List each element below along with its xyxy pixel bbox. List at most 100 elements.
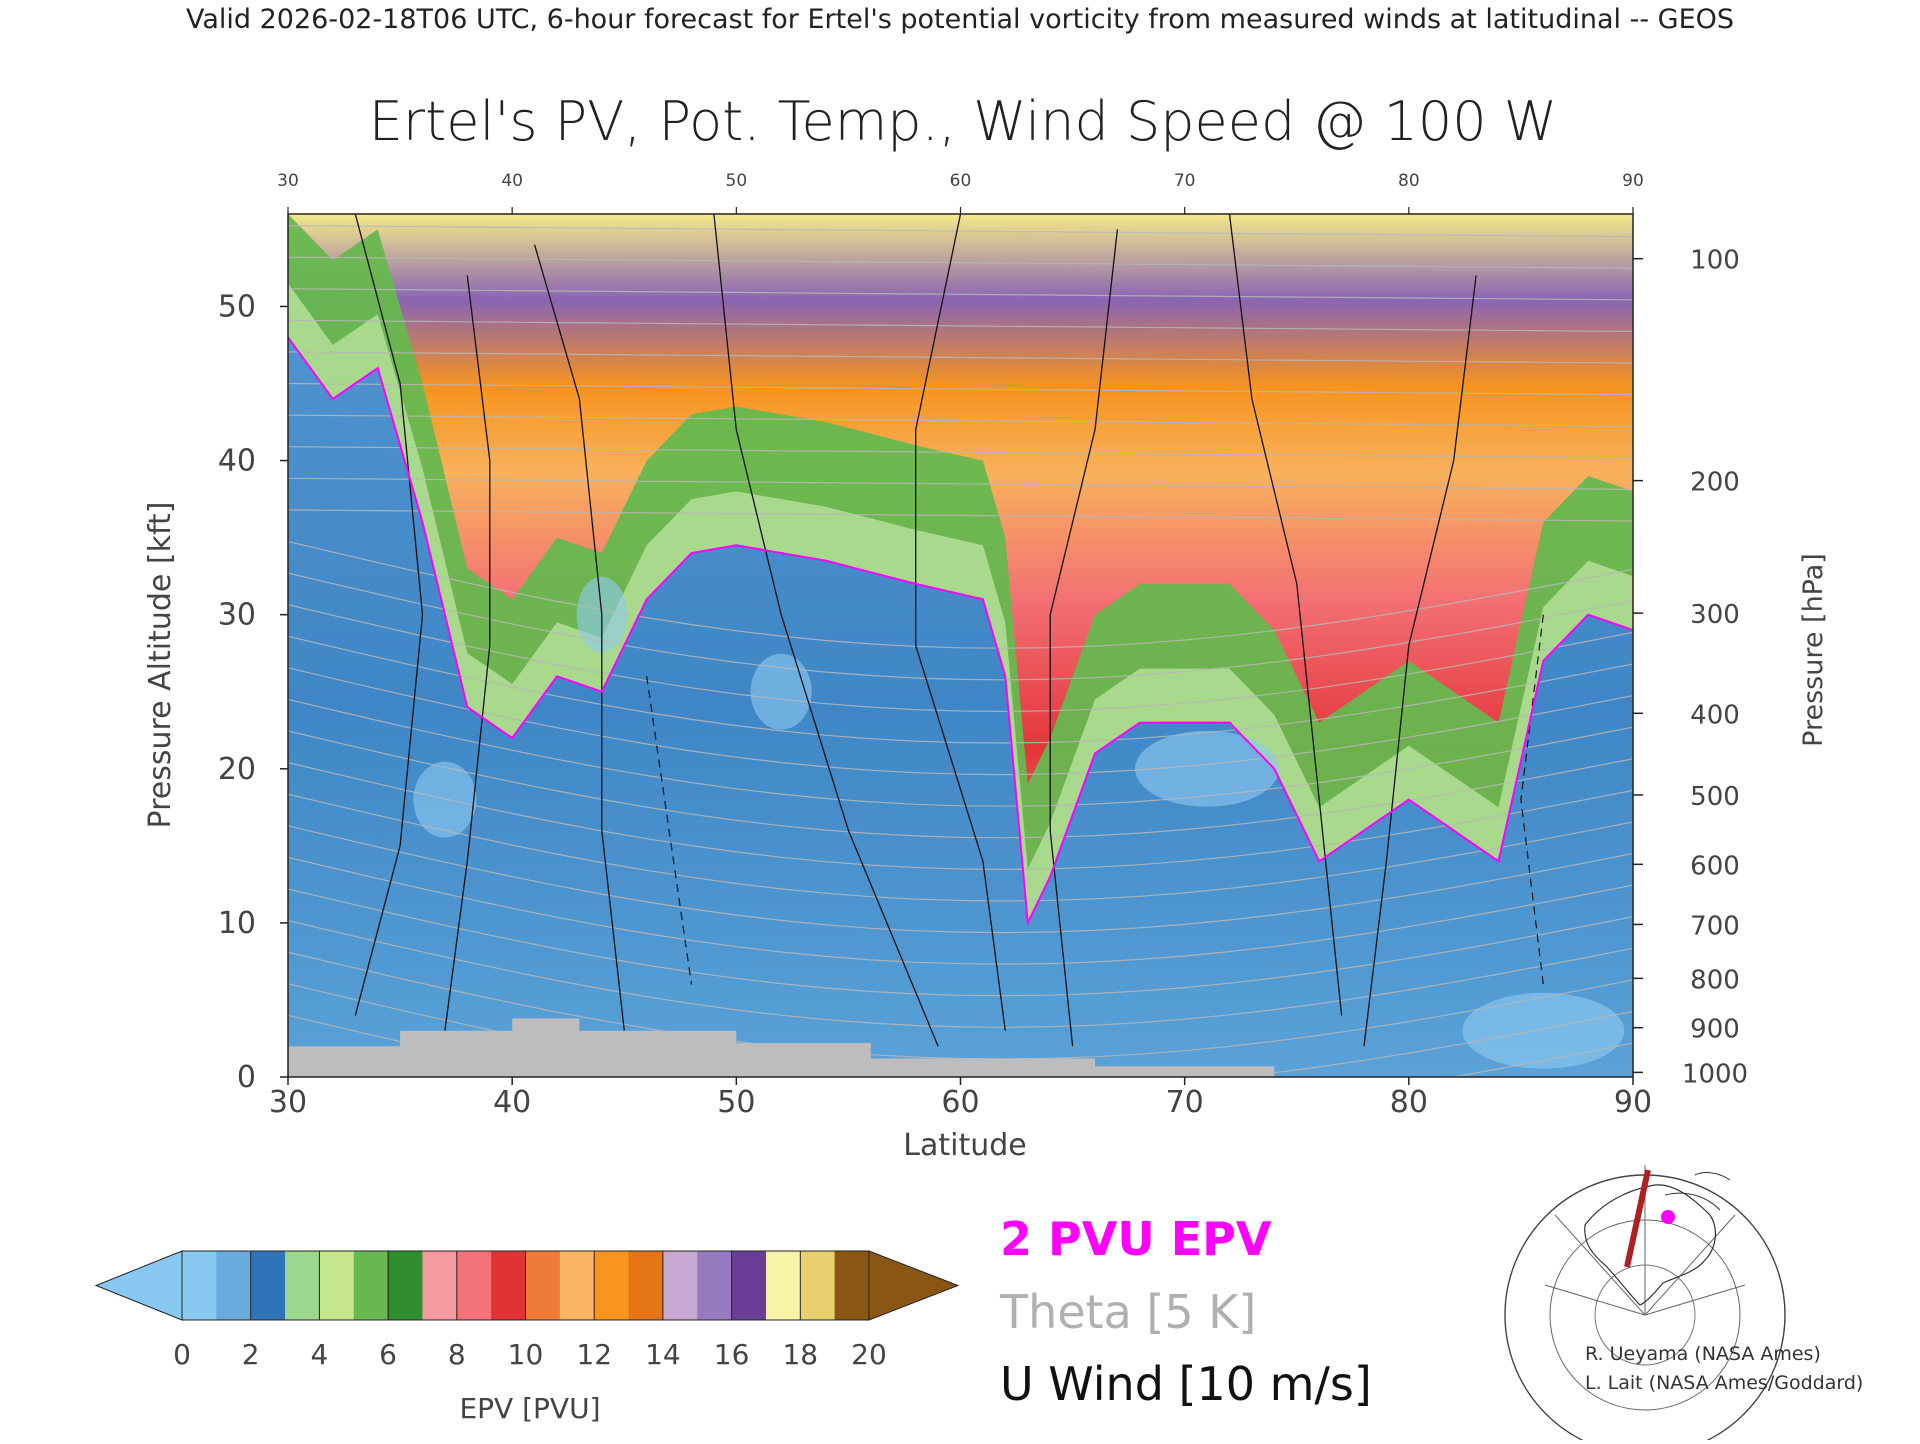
theta-contour (288, 446, 1633, 459)
x-top-tick-label: 90 (1622, 171, 1644, 191)
colorbar-swatch (491, 1251, 527, 1320)
pressure-tick-label: 400 (1690, 700, 1740, 730)
u-wind-contour-negative (1520, 614, 1544, 985)
theta-contour (288, 793, 1633, 902)
theta-contour (288, 920, 1633, 1028)
y-tick-label: 40 (218, 444, 256, 479)
terrain (288, 1018, 1633, 1077)
legend-item: U Wind [10 m/s] (1000, 1357, 1372, 1411)
colorbar-swatch (731, 1251, 767, 1320)
theta-contour (288, 477, 1633, 490)
y-tick-label: 10 (218, 906, 256, 941)
plot-area (288, 214, 1633, 1077)
epv-low-patch (1135, 730, 1280, 807)
pressure-tick-label: 300 (1690, 600, 1740, 630)
colorbar-swatch (697, 1251, 733, 1320)
pressure-tick-label: 900 (1690, 1015, 1740, 1045)
epv-low-patch (1462, 992, 1625, 1069)
locator-map (1504, 1155, 1786, 1444)
colorbar-tick-label: 16 (714, 1338, 750, 1371)
theta-contour (288, 382, 1633, 396)
x-tick-label: 70 (1166, 1085, 1204, 1120)
theta-contour (288, 635, 1633, 744)
axes: 3030404050506060707080809090010203040501… (218, 171, 1748, 1120)
theta-contour (288, 856, 1633, 965)
x-top-tick-label: 70 (1174, 171, 1196, 191)
x-tick-label: 60 (941, 1085, 979, 1120)
colorbar-swatch (834, 1251, 870, 1320)
colorbar-tick-label: 2 (242, 1338, 260, 1371)
pressure-tick-label: 200 (1690, 468, 1740, 498)
theta-contour (288, 319, 1633, 332)
credit-1: R. Ueyama (NASA Ames) (1585, 1343, 1821, 1365)
x-tick-label: 90 (1614, 1085, 1652, 1120)
theta-contour (288, 604, 1633, 713)
colorbar-swatch (456, 1251, 492, 1320)
legend: 2 PVU EPV Theta [5 K] U Wind [10 m/s] (999, 1212, 1372, 1411)
colorbar-tick-label: 20 (851, 1338, 887, 1371)
legend-item: 2 PVU EPV (1000, 1212, 1272, 1266)
y-tick-label: 0 (237, 1060, 256, 1095)
y-tick-label: 50 (218, 289, 256, 324)
u-wind-contour (444, 275, 491, 1031)
colorbar-tick-label: 14 (645, 1338, 681, 1371)
pressure-tick-label: 1000 (1682, 1059, 1748, 1089)
epv-low-patch (413, 761, 477, 838)
theta-contour (288, 762, 1633, 871)
x-tick-label: 40 (493, 1085, 531, 1120)
colorbar-tick-label: 0 (173, 1338, 191, 1371)
x-axis-label: Latitude (903, 1128, 1026, 1163)
pressure-tick-label: 700 (1690, 911, 1740, 941)
colorbar-swatch (765, 1251, 801, 1320)
colorbar-tick-label: 18 (782, 1338, 818, 1371)
theta-contour (288, 225, 1633, 238)
colorbar-swatch (662, 1251, 698, 1320)
y-tick-label: 30 (218, 598, 256, 633)
epv-low-patch (750, 653, 812, 730)
x-tick-label: 30 (269, 1085, 307, 1120)
colorbar-swatch (594, 1251, 630, 1320)
colorbar-swatch (285, 1251, 320, 1320)
colorbar-swatch (182, 1251, 217, 1320)
pressure-tick-label: 800 (1690, 965, 1740, 995)
theta-contour (288, 414, 1633, 427)
u-wind-contour (354, 214, 424, 1016)
u-wind-contour (1049, 229, 1119, 1047)
colorbar-swatch (319, 1251, 355, 1320)
credit-2: L. Lait (NASA Ames/Goddard) (1585, 1372, 1863, 1394)
theta-contour (288, 572, 1633, 681)
theta-contour (288, 351, 1633, 364)
theta-contour (288, 540, 1633, 649)
colorbar: 0 2 4 6 8 10 12 14 16 18 20 (94, 1250, 960, 1371)
x-top-tick-label: 60 (950, 171, 972, 191)
colorbar-swatch (559, 1251, 595, 1320)
colorbar-tick-label: 4 (310, 1338, 328, 1371)
colorbar-swatch (388, 1251, 424, 1320)
x-top-tick-label: 50 (726, 171, 748, 191)
tropopause-2pvu-line (288, 336, 1633, 927)
y-tick-label: 20 (218, 752, 256, 787)
header-line: Valid 2026-02-18T06 UTC, 6-hour forecast… (186, 4, 1734, 35)
x-top-tick-label: 40 (501, 171, 523, 191)
pressure-tick-label: 500 (1690, 782, 1740, 812)
x-top-tick-label: 80 (1398, 171, 1420, 191)
colorbar-tick-label: 10 (508, 1338, 544, 1371)
colorbar-swatch (250, 1251, 286, 1320)
theta-contour (288, 825, 1633, 934)
colorbar-label: EPV [PVU] (459, 1392, 600, 1425)
u-wind-contour (533, 244, 625, 1031)
colorbar-swatch (422, 1251, 458, 1320)
theta-contour (288, 667, 1633, 776)
colorbar-tick-label: 12 (576, 1338, 612, 1371)
theta-contour (288, 288, 1633, 301)
y-axis-label: Pressure Altitude [kft] (143, 502, 178, 829)
colorbar-min-arrow (94, 1250, 183, 1321)
colorbar-swatch (628, 1251, 664, 1320)
u-wind-contour-negative (646, 676, 693, 985)
u-wind-contour (713, 214, 939, 1047)
y2-axis-label: Pressure [hPa] (1798, 553, 1829, 747)
theta-contour (288, 509, 1633, 522)
colorbar-swatch (353, 1251, 389, 1320)
